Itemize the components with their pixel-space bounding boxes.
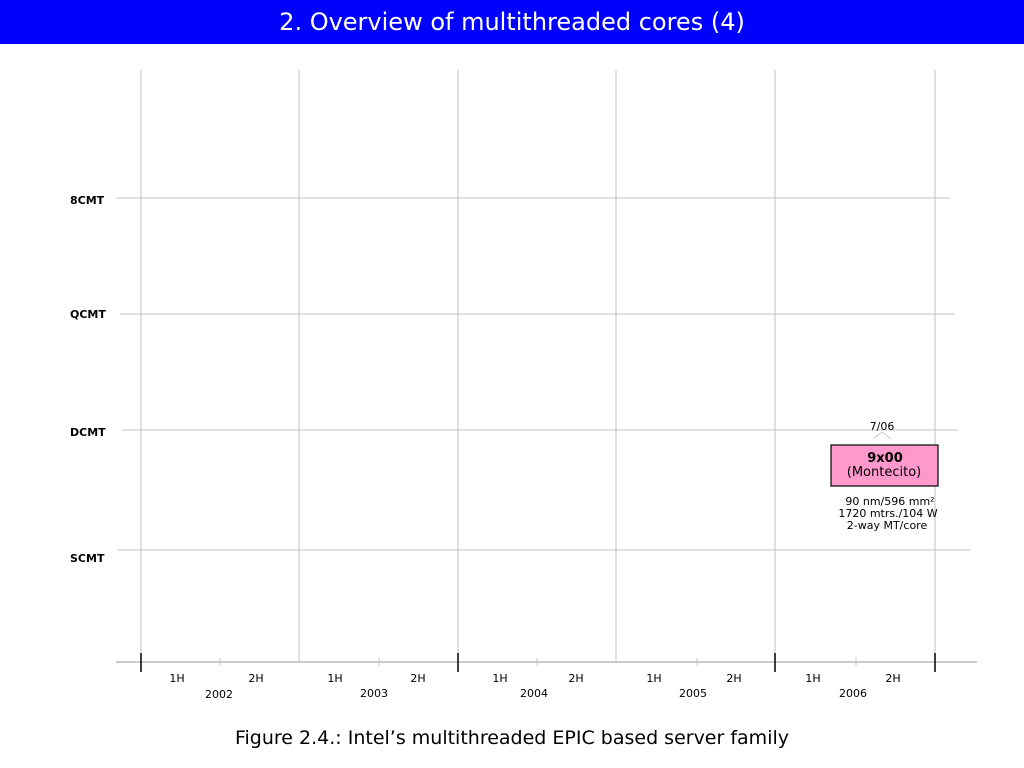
horizontal-gridlines [116, 197, 970, 551]
chip-date: 7/06 [870, 420, 895, 433]
year-label-2004: 2004 [520, 687, 548, 700]
half-label-2005-1h: 1H [646, 672, 661, 685]
year-labels: 2002 2003 2004 2005 2006 [205, 687, 867, 701]
row-label-qcmt: QCMT [70, 308, 106, 321]
half-label-2006-2h: 2H [885, 672, 900, 685]
half-label-2004-1h: 1H [492, 672, 507, 685]
year-label-2002: 2002 [205, 688, 233, 701]
row-labels: 8CMT QCMT DCMT SCMT [70, 194, 106, 565]
chip-box [830, 444, 939, 487]
half-year-ticks [219, 658, 857, 666]
chip-codename: (Montecito) [847, 465, 921, 480]
half-label-2005-2h: 2H [726, 672, 741, 685]
chip-montecito: 7/06 9x00 (Montecito) 90 nm/596 mm² 1720… [830, 420, 939, 532]
year-label-2006: 2006 [839, 687, 867, 700]
row-label-8cmt: 8CMT [70, 194, 105, 207]
chip-spec-multithreading: 2-way MT/core [847, 519, 928, 532]
row-label-scmt: SCMT [70, 552, 105, 565]
vertical-gridlines [140, 70, 936, 662]
figure-caption: Figure 2.4.: Intel’s multithreaded EPIC … [234, 727, 789, 749]
year-label-2003: 2003 [360, 687, 388, 700]
half-label-2004-2h: 2H [568, 672, 583, 685]
date-pointer [872, 431, 892, 440]
half-label-2006-1h: 1H [805, 672, 820, 685]
half-label-2002-1h: 1H [169, 672, 184, 685]
row-label-dcmt: DCMT [70, 426, 106, 439]
half-label-2003-1h: 1H [327, 672, 342, 685]
time-axis: 1H 2H 1H 2H 1H 2H 1H 2H 1H 2H 2002 2003 … [116, 653, 977, 701]
half-label-2002-2h: 2H [248, 672, 263, 685]
year-label-2005: 2005 [679, 687, 707, 700]
half-label-2003-2h: 2H [410, 672, 425, 685]
chip-spec-transistors: 1720 mtrs./104 W [838, 507, 937, 520]
chip-name: 9x00 [867, 451, 903, 466]
half-labels: 1H 2H 1H 2H 1H 2H 1H 2H 1H 2H [169, 672, 900, 685]
year-ticks [140, 653, 936, 672]
slide-title: 2. Overview of multithreaded cores (4) [0, 0, 1024, 44]
chip-spec-process: 90 nm/596 mm² [845, 495, 934, 508]
